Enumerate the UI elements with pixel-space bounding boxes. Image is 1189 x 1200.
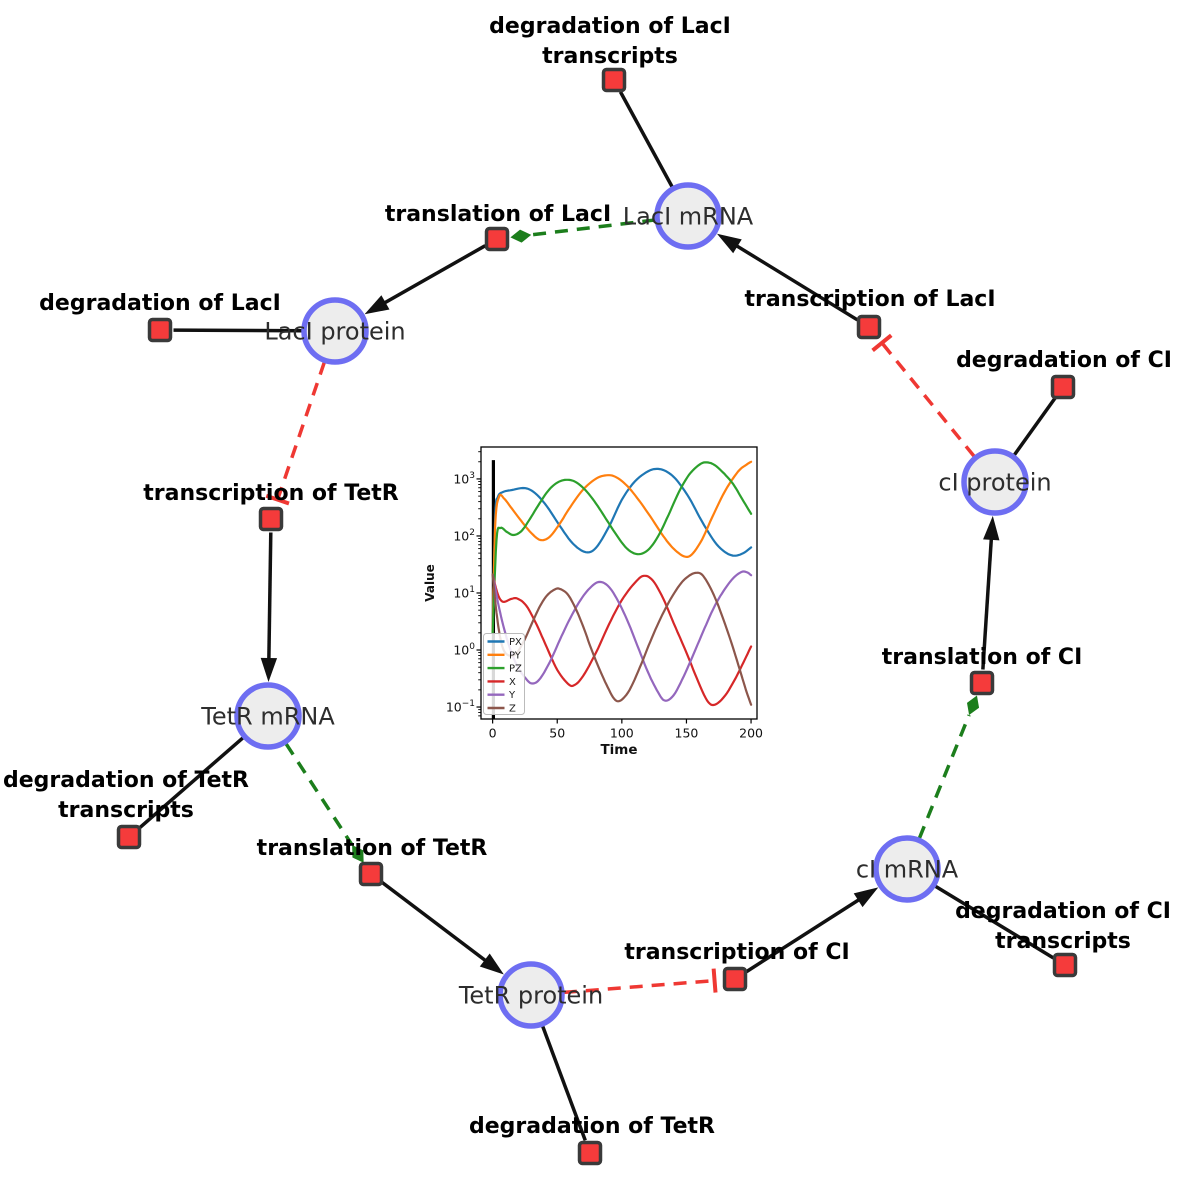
reaction-node-translation-tetr <box>358 861 384 887</box>
edge-tetr-protein-to-transcription-ci-tbar-icon <box>711 968 718 993</box>
edge-ci-protein-to-deg-ci <box>1012 396 1057 457</box>
legend-label-X: X <box>509 677 516 688</box>
reaction-node-translation-laci <box>484 226 510 252</box>
species-node-tetr-protein <box>497 961 565 1029</box>
reaction-node-translation-ci <box>969 670 995 696</box>
species-node-laci-mrna <box>654 182 722 250</box>
species-label-tetr-mrna: TetR mRNA <box>200 703 335 731</box>
edge-laci-protein-to-transcription-tetr-tbar-icon <box>265 493 290 506</box>
edge-translation-tetr-to-tetr-protein <box>380 880 491 966</box>
reaction-label-translation-tetr: translation of TetR <box>257 836 488 861</box>
reaction-node-deg-tetr <box>577 1140 603 1166</box>
edge-ci-protein-to-transcription-laci <box>880 341 976 458</box>
chart-plot-area <box>491 460 753 719</box>
labels-layer: LacI mRNA LacI protein TetR mRNA TetR prote… <box>3 14 1172 1139</box>
edge-laci-mrna-to-translation-laci-diamond-arrowhead-icon <box>510 229 532 243</box>
reaction-label-translation-laci: translation of LacI <box>385 202 611 227</box>
y-axis-tick-label: 100 <box>453 642 475 658</box>
reaction-label-deg-laci: degradation of LacI <box>39 291 281 316</box>
x-axis-tick-label: 150 <box>675 726 699 741</box>
edges-layer <box>138 91 1057 1141</box>
reaction-label-transcription-laci: transcription of LacI <box>744 287 995 312</box>
species-label-ci-mrna: cI mRNA <box>856 856 959 884</box>
chart-frame <box>480 446 758 720</box>
reaction-node-deg-laci-transcripts <box>601 67 627 93</box>
x-axis-tick-label: 100 <box>610 726 634 741</box>
reaction-label-deg-ci: degradation of CI <box>956 348 1172 373</box>
species-label-tetr-protein: TetR protein <box>458 982 603 1010</box>
edge-transcription-ci-to-ci-mrna-arrowhead-icon <box>853 887 879 908</box>
species-label-ci-protein: cI protein <box>938 469 1051 497</box>
edge-transcription-laci-to-laci-mrna <box>731 241 859 322</box>
reaction-node-transcription-tetr <box>258 506 284 532</box>
species-label-laci-protein: LacI protein <box>264 318 405 346</box>
species-node-ci-mrna <box>873 835 941 903</box>
x-axis-tick-label: 50 <box>549 726 565 741</box>
reaction-label-deg-laci-transcripts: degradation of LacI transcripts <box>489 14 731 69</box>
species-node-tetr-mrna <box>234 682 302 750</box>
embedded-chart: 103 102 101 100 10−1 0 50 100 150 200 Time Value PX P… <box>423 446 763 758</box>
edge-ci-mrna-to-deg-ci-transcripts <box>934 884 1055 960</box>
chart-series-X <box>491 573 753 707</box>
reaction-label-transcription-tetr: transcription of TetR <box>143 481 399 506</box>
reaction-label-translation-ci: translation of CI <box>882 645 1083 670</box>
edge-transcription-tetr-to-tetr-mrna <box>267 532 273 665</box>
species-node-laci-protein <box>301 297 369 365</box>
edge-translation-laci-to-laci-protein <box>379 244 487 307</box>
reaction-label-deg-tetr: degradation of TetR <box>469 1114 715 1139</box>
reaction-label-deg-ci-transcripts: degradation of CI transcripts <box>955 899 1171 954</box>
edge-translation-ci-to-ci-protein-arrowhead-icon <box>983 515 1000 541</box>
edge-ci-mrna-to-translation-ci <box>917 714 971 840</box>
reaction-node-transcription-ci <box>722 966 748 992</box>
y-axis-tick-label: 103 <box>453 471 475 487</box>
x-axis-tick-label: 0 <box>489 726 497 741</box>
legend-label-PY: PY <box>509 650 522 661</box>
chart-series-Z <box>491 571 753 706</box>
edge-tetr-protein-to-deg-tetr <box>540 1025 587 1141</box>
chart-xlabel: Time <box>600 742 637 758</box>
chart-series-PY <box>491 460 753 634</box>
chart-series-PZ <box>491 461 753 634</box>
edge-transcription-tetr-to-tetr-mrna-arrowhead-icon <box>260 657 278 683</box>
reaction-label-deg-tetr-transcripts: degradation of TetR transcripts <box>3 768 249 823</box>
species-node-ci-protein <box>961 448 1029 516</box>
y-axis-tick-label: 10−1 <box>446 699 475 715</box>
reaction-node-transcription-laci <box>856 314 882 340</box>
edge-translation-tetr-to-tetr-protein-arrowhead-icon <box>479 953 504 975</box>
reaction-node-deg-tetr-transcripts <box>116 824 142 850</box>
edge-tetr-mrna-to-translation-tetr-diamond-arrowhead-icon <box>352 845 364 863</box>
edge-transcription-laci-to-laci-mrna-arrowhead-icon <box>716 233 742 254</box>
reaction-label-transcription-ci: transcription of CI <box>624 940 849 965</box>
edge-ci-mrna-to-translation-ci-diamond-arrowhead-icon <box>966 695 980 715</box>
edge-ci-protein-to-transcription-laci-tbar-icon <box>871 333 893 353</box>
legend-label-PZ: PZ <box>509 664 522 675</box>
edge-tetr-mrna-to-deg-tetr-transcripts <box>138 736 245 830</box>
edge-translation-ci-to-ci-protein <box>981 533 994 670</box>
x-axis-tick-label: 200 <box>739 726 763 741</box>
nodes-layer <box>116 67 1078 1166</box>
edge-laci-protein-to-transcription-tetr <box>275 361 327 501</box>
edge-tetr-protein-to-transcription-ci <box>563 978 715 995</box>
legend-label-PX: PX <box>509 637 522 648</box>
reaction-node-deg-ci-transcripts <box>1052 952 1078 978</box>
reaction-node-deg-ci <box>1050 374 1076 400</box>
edge-laci-protein-to-deg-laci <box>173 328 303 333</box>
chart-ylabel: Value <box>423 564 437 602</box>
edge-translation-laci-to-laci-protein-arrowhead-icon <box>364 295 390 315</box>
legend-label-Z: Z <box>509 704 516 715</box>
edge-tetr-mrna-to-translation-tetr <box>284 742 354 847</box>
legend-label-Y: Y <box>508 690 516 701</box>
reaction-node-deg-laci <box>147 317 173 343</box>
species-label-laci-mrna: LacI mRNA <box>623 203 754 231</box>
chart-series-PX <box>491 467 753 634</box>
edge-transcription-ci-to-ci-mrna <box>745 895 865 974</box>
y-axis-tick-label: 101 <box>453 585 475 601</box>
edge-laci-mrna-to-deg-laci-transcripts <box>618 91 674 188</box>
y-axis-tick-label: 102 <box>453 528 475 544</box>
